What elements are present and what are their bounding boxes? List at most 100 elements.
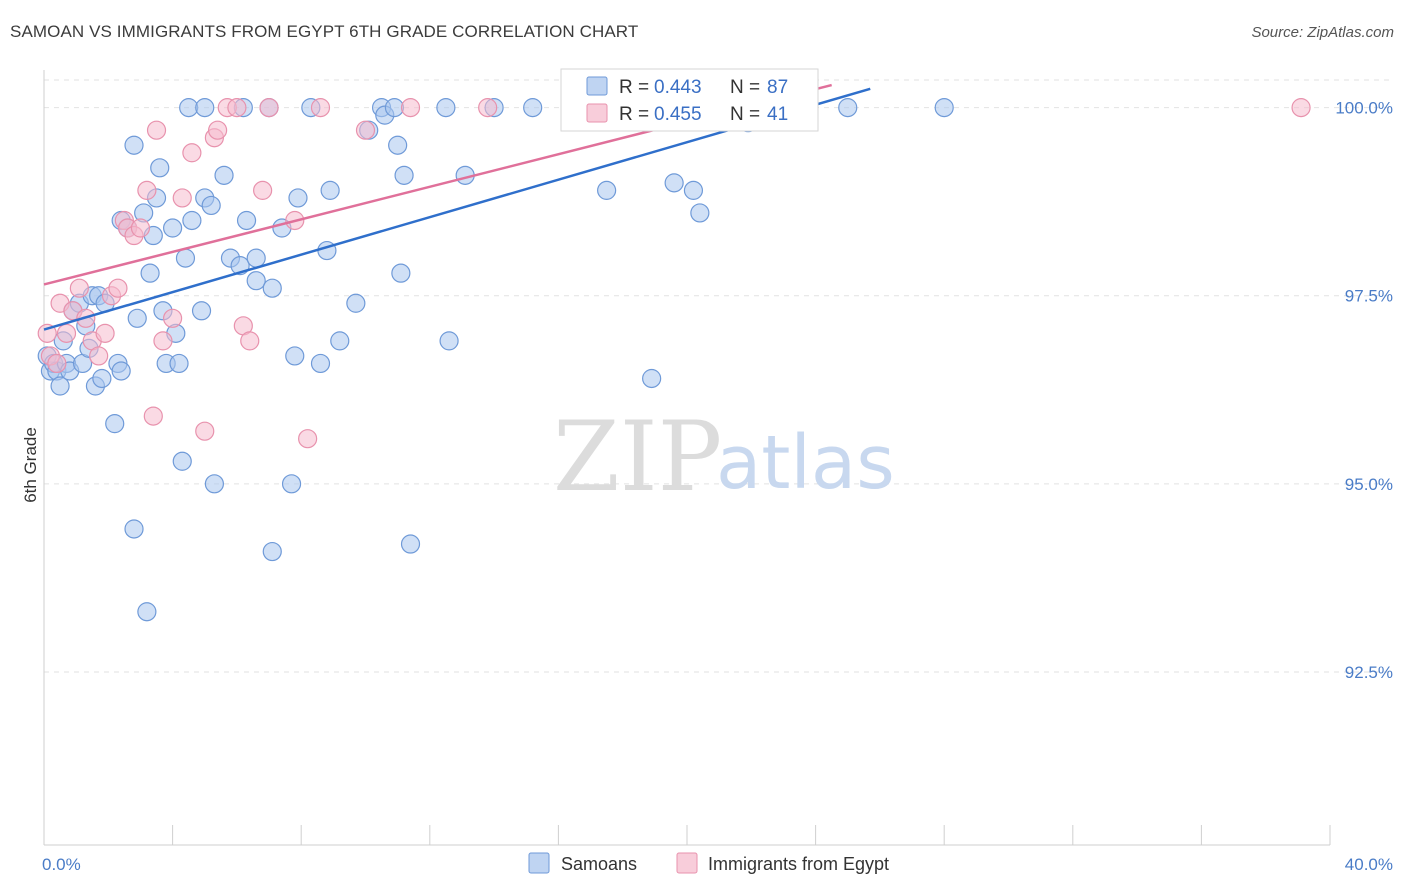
samoan-point-70 xyxy=(388,135,408,155)
egypt-point-36 xyxy=(355,120,376,140)
legend-n-value-egypt: 41 xyxy=(767,104,788,125)
legend-n-value-samoans: 87 xyxy=(767,77,788,98)
samoan-point-69 xyxy=(384,98,405,118)
samoan-point-80 xyxy=(642,368,662,389)
samoan-point-4 xyxy=(50,376,70,396)
egypt-point-23 xyxy=(182,143,202,163)
samoan-point-34 xyxy=(163,218,183,238)
samoan-point-46 xyxy=(214,165,234,185)
y-tick-label-0: 100.0% xyxy=(1335,99,1393,118)
egypt-point-12 xyxy=(108,278,128,298)
egypt-point-35 xyxy=(310,98,331,118)
samoan-point-55 xyxy=(262,278,282,298)
watermark-zip: ZIP xyxy=(553,401,722,513)
egypt-point-2 xyxy=(47,353,67,374)
samoan-point-37 xyxy=(172,451,192,471)
samoan-point-18 xyxy=(105,414,125,434)
samoan-point-43 xyxy=(195,98,215,118)
egypt-point-30 xyxy=(240,331,260,351)
samoan-point-38 xyxy=(175,248,196,268)
samoan-point-78 xyxy=(523,98,543,118)
legend-n-label-egypt: N = xyxy=(730,104,760,125)
samoan-point-23 xyxy=(124,519,144,539)
samoan-point-54 xyxy=(262,541,282,562)
samoan-point-27 xyxy=(137,602,157,622)
egypt-point-9 xyxy=(89,346,109,366)
egypt-point-10 xyxy=(95,323,115,343)
samoan-point-72 xyxy=(394,165,414,185)
egypt-point-20 xyxy=(153,331,173,351)
samoan-point-28 xyxy=(140,263,160,283)
samoan-point-82 xyxy=(683,180,704,200)
chart-source: Source: ZipAtlas.com xyxy=(1251,24,1394,41)
samoan-point-20 xyxy=(111,361,131,381)
bottom-legend-swatch-samoans xyxy=(528,852,550,874)
grid-lines xyxy=(44,79,1390,673)
legend-n-label-samoans: N = xyxy=(730,77,760,98)
samoan-point-44 xyxy=(201,195,221,216)
samoan-point-75 xyxy=(439,331,459,351)
egypt-point-32 xyxy=(259,98,279,118)
egypt-point-34 xyxy=(298,429,318,449)
legend-r-label-egypt: R = xyxy=(619,104,649,125)
egypt-point-38 xyxy=(478,98,498,118)
samoan-point-74 xyxy=(436,98,456,118)
egypt-point-40 xyxy=(1291,98,1311,118)
samoan-point-73 xyxy=(400,534,421,554)
samoan-point-51 xyxy=(246,248,266,268)
samoan-point-31 xyxy=(150,158,170,178)
samoan-point-71 xyxy=(391,263,411,283)
legend-r-value-samoans: 0.443 xyxy=(654,77,702,98)
samoan-point-24 xyxy=(124,135,144,155)
egypt-point-17 xyxy=(137,180,157,200)
egypt-point-26 xyxy=(208,120,228,140)
y-tick-label-3: 92.5% xyxy=(1345,663,1393,682)
legend: R = 0.443 N = 87 R = 0.455 N = 41 xyxy=(560,68,819,132)
data-points xyxy=(37,98,1311,622)
egypt-point-16 xyxy=(130,218,151,238)
samoan-point-64 xyxy=(330,331,350,351)
samoan-point-40 xyxy=(182,210,202,231)
samoan-point-39 xyxy=(179,98,199,118)
samoan-point-79 xyxy=(597,180,617,200)
x-axis-ticks: 0.0% 40.0% xyxy=(42,855,1393,874)
egypt-point-37 xyxy=(400,98,421,118)
samoan-point-57 xyxy=(281,474,302,494)
egypt-point-31 xyxy=(253,180,273,200)
y-tick-label-1: 97.5% xyxy=(1345,287,1393,306)
samoan-point-58 xyxy=(285,346,305,366)
y-axis-label: 6th Grade xyxy=(21,427,40,503)
egypt-point-6 xyxy=(69,278,89,298)
egypt-point-0 xyxy=(37,323,57,343)
egypt-point-18 xyxy=(143,406,163,426)
samoan-point-52 xyxy=(246,271,266,291)
samoan-point-83 xyxy=(690,203,710,223)
legend-r-label-samoans: R = xyxy=(619,77,649,98)
chart-title: SAMOAN VS IMMIGRANTS FROM EGYPT 6TH GRAD… xyxy=(10,22,639,41)
egypt-point-24 xyxy=(195,421,215,441)
samoan-point-81 xyxy=(664,173,684,193)
legend-swatch-samoans xyxy=(586,76,608,96)
y-tick-label-2: 95.0% xyxy=(1345,475,1393,494)
axes xyxy=(43,70,1331,846)
egypt-point-21 xyxy=(163,308,183,328)
bottom-legend-swatch-egypt xyxy=(676,852,698,874)
egypt-point-28 xyxy=(227,98,247,118)
x-tick-label-1: 40.0% xyxy=(1345,855,1393,874)
y-axis-ticks: 100.0% 97.5% 95.0% 92.5% xyxy=(1335,99,1393,682)
samoan-point-50 xyxy=(236,210,257,231)
bottom-legend-label-egypt: Immigrants from Egypt xyxy=(708,854,889,874)
samoan-point-86 xyxy=(934,98,954,118)
egypt-point-19 xyxy=(146,120,167,140)
x-tick-label-0: 0.0% xyxy=(42,855,81,874)
samoan-point-16 xyxy=(92,368,112,389)
egypt-point-4 xyxy=(56,323,77,343)
legend-swatch-egypt xyxy=(586,103,608,123)
bottom-legend: Samoans Immigrants from Egypt xyxy=(528,852,889,874)
egypt-point-22 xyxy=(172,188,192,208)
samoan-point-61 xyxy=(310,353,331,374)
bottom-legend-label-samoans: Samoans xyxy=(561,854,637,874)
watermark-atlas: atlas xyxy=(716,420,895,506)
samoan-point-59 xyxy=(288,188,308,208)
